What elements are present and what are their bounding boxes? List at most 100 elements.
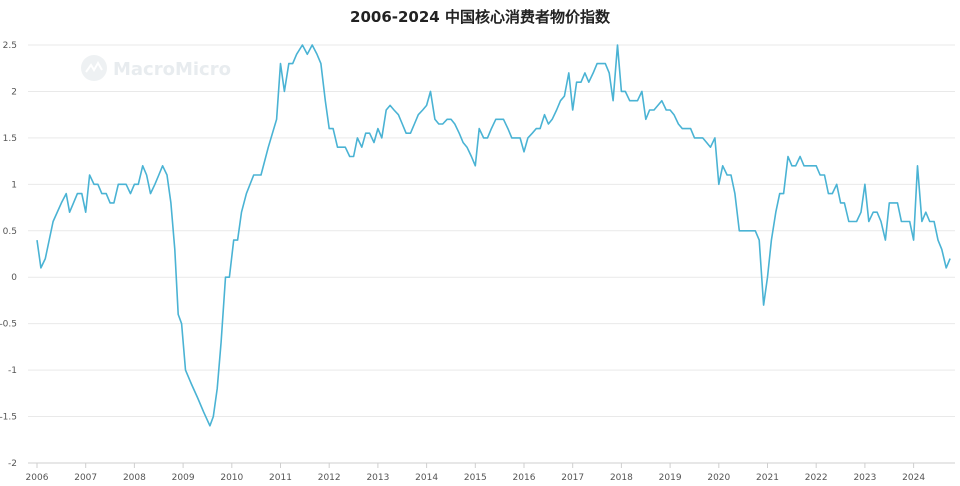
data-point[interactable]	[720, 163, 725, 168]
data-point[interactable]	[310, 43, 315, 48]
data-point[interactable]	[440, 122, 445, 127]
data-point[interactable]	[416, 112, 421, 117]
data-point[interactable]	[251, 173, 256, 178]
data-point[interactable]	[939, 247, 944, 252]
data-point[interactable]	[781, 191, 786, 196]
data-point[interactable]	[485, 135, 490, 140]
data-point[interactable]	[179, 321, 184, 326]
data-point[interactable]	[408, 131, 413, 136]
data-point[interactable]	[923, 210, 928, 215]
data-point[interactable]	[562, 94, 567, 99]
data-point[interactable]	[769, 238, 774, 243]
data-point[interactable]	[274, 117, 279, 122]
data-point[interactable]	[412, 122, 417, 127]
data-point[interactable]	[489, 126, 494, 131]
data-point[interactable]	[879, 219, 884, 224]
data-point[interactable]	[282, 89, 287, 94]
data-point[interactable]	[786, 154, 791, 159]
data-point[interactable]	[215, 386, 220, 391]
data-point[interactable]	[903, 219, 908, 224]
data-point[interactable]	[227, 275, 232, 280]
data-point[interactable]	[716, 182, 721, 187]
data-point[interactable]	[144, 173, 149, 178]
data-point[interactable]	[668, 108, 673, 113]
data-point[interactable]	[351, 154, 356, 159]
data-point[interactable]	[842, 200, 847, 205]
data-point[interactable]	[712, 135, 717, 140]
data-point[interactable]	[59, 200, 64, 205]
data-point[interactable]	[927, 219, 932, 224]
data-point[interactable]	[522, 149, 527, 154]
data-point[interactable]	[51, 219, 56, 224]
data-point[interactable]	[530, 131, 535, 136]
data-point[interactable]	[384, 108, 389, 113]
data-point[interactable]	[883, 238, 888, 243]
data-point[interactable]	[244, 191, 249, 196]
data-point[interactable]	[64, 191, 69, 196]
data-point[interactable]	[647, 108, 652, 113]
data-point[interactable]	[396, 112, 401, 117]
data-point[interactable]	[542, 112, 547, 117]
data-point[interactable]	[428, 89, 433, 94]
data-point[interactable]	[359, 145, 364, 150]
data-point[interactable]	[732, 191, 737, 196]
data-point[interactable]	[128, 191, 133, 196]
data-point[interactable]	[579, 80, 584, 85]
data-point[interactable]	[805, 163, 810, 168]
data-point[interactable]	[318, 61, 323, 66]
data-point[interactable]	[684, 126, 689, 131]
data-point[interactable]	[513, 135, 518, 140]
data-point[interactable]	[211, 414, 216, 419]
data-point[interactable]	[67, 210, 72, 215]
data-point[interactable]	[420, 108, 425, 113]
data-point[interactable]	[375, 126, 380, 131]
data-point[interactable]	[854, 219, 859, 224]
data-point[interactable]	[148, 191, 153, 196]
data-point[interactable]	[948, 256, 953, 261]
data-point[interactable]	[591, 70, 596, 75]
data-point[interactable]	[152, 182, 157, 187]
data-point[interactable]	[457, 131, 462, 136]
data-point[interactable]	[83, 210, 88, 215]
data-point[interactable]	[87, 173, 92, 178]
data-point[interactable]	[598, 61, 603, 66]
data-point[interactable]	[424, 103, 429, 108]
data-point[interactable]	[635, 98, 640, 103]
data-point[interactable]	[43, 256, 48, 261]
data-point[interactable]	[915, 163, 920, 168]
data-point[interactable]	[335, 145, 340, 150]
data-point[interactable]	[652, 108, 657, 113]
data-point[interactable]	[465, 145, 470, 150]
data-point[interactable]	[525, 135, 530, 140]
data-point[interactable]	[388, 103, 393, 108]
data-point[interactable]	[793, 163, 798, 168]
data-point[interactable]	[343, 145, 348, 150]
data-point[interactable]	[643, 117, 648, 122]
data-point[interactable]	[239, 210, 244, 215]
data-point[interactable]	[566, 70, 571, 75]
data-point[interactable]	[235, 238, 240, 243]
data-point[interactable]	[201, 409, 206, 414]
data-point[interactable]	[704, 140, 709, 145]
data-point[interactable]	[136, 182, 141, 187]
data-point[interactable]	[207, 423, 212, 428]
data-point[interactable]	[518, 135, 523, 140]
data-point[interactable]	[623, 89, 628, 94]
data-point[interactable]	[95, 182, 100, 187]
data-point[interactable]	[99, 191, 104, 196]
data-point[interactable]	[124, 182, 129, 187]
data-point[interactable]	[79, 191, 84, 196]
data-point[interactable]	[331, 126, 336, 131]
data-point[interactable]	[753, 228, 758, 233]
data-point[interactable]	[469, 154, 474, 159]
data-point[interactable]	[574, 80, 579, 85]
data-point[interactable]	[477, 126, 482, 131]
data-point[interactable]	[708, 145, 713, 150]
data-point[interactable]	[818, 173, 823, 178]
data-point[interactable]	[607, 70, 612, 75]
data-point[interactable]	[546, 122, 551, 127]
data-point[interactable]	[104, 191, 109, 196]
data-point[interactable]	[278, 61, 283, 66]
data-point[interactable]	[582, 70, 587, 75]
data-point[interactable]	[195, 396, 200, 401]
